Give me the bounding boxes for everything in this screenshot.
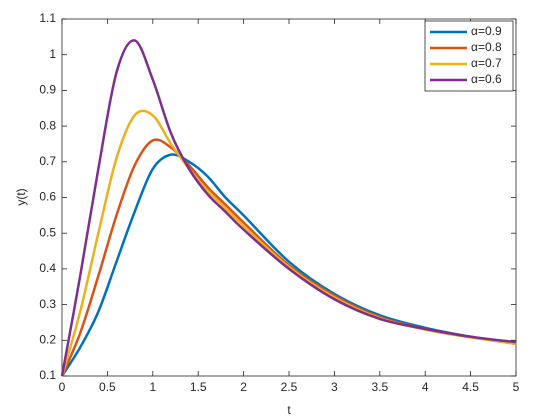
y-axis-label: y(t) xyxy=(14,188,28,205)
y-tick-label: 0.2 xyxy=(39,332,56,346)
line-series xyxy=(60,153,517,377)
y-tick-label: 1.1 xyxy=(39,11,56,25)
legend-label: α=0.6 xyxy=(471,72,502,86)
x-tick-label: 3 xyxy=(331,380,338,394)
x-tick-label: 1.5 xyxy=(190,380,207,394)
y-tick-label: 0.5 xyxy=(39,225,56,239)
y-tick-label: 0.7 xyxy=(39,154,56,168)
x-tick-label: 2.5 xyxy=(281,380,298,394)
x-tick-label: 1 xyxy=(149,380,156,394)
legend-label: α=0.7 xyxy=(471,56,502,70)
y-tick-label: 0.4 xyxy=(39,261,56,275)
x-tick-label: 3.5 xyxy=(371,380,388,394)
y-tick-label: 0.9 xyxy=(39,83,56,97)
line-series xyxy=(60,39,517,377)
x-tick-label: 4 xyxy=(422,380,429,394)
y-tick-label: 0.8 xyxy=(39,118,56,132)
x-tick-label: 4.5 xyxy=(462,380,479,394)
x-tick-label: 2 xyxy=(240,380,247,394)
legend-label: α=0.8 xyxy=(471,40,502,54)
y-tick-label: 0.3 xyxy=(39,297,56,311)
legend-label: α=0.9 xyxy=(471,24,502,38)
y-tick-label: 0.1 xyxy=(39,368,56,382)
x-tick-label: 0 xyxy=(59,380,66,394)
y-tick-label: 1 xyxy=(49,47,56,61)
x-axis-label: t xyxy=(287,403,291,417)
x-tick-label: 5 xyxy=(513,380,520,394)
y-tick-label: 0.6 xyxy=(39,190,56,204)
x-tick-label: 0.5 xyxy=(99,380,116,394)
